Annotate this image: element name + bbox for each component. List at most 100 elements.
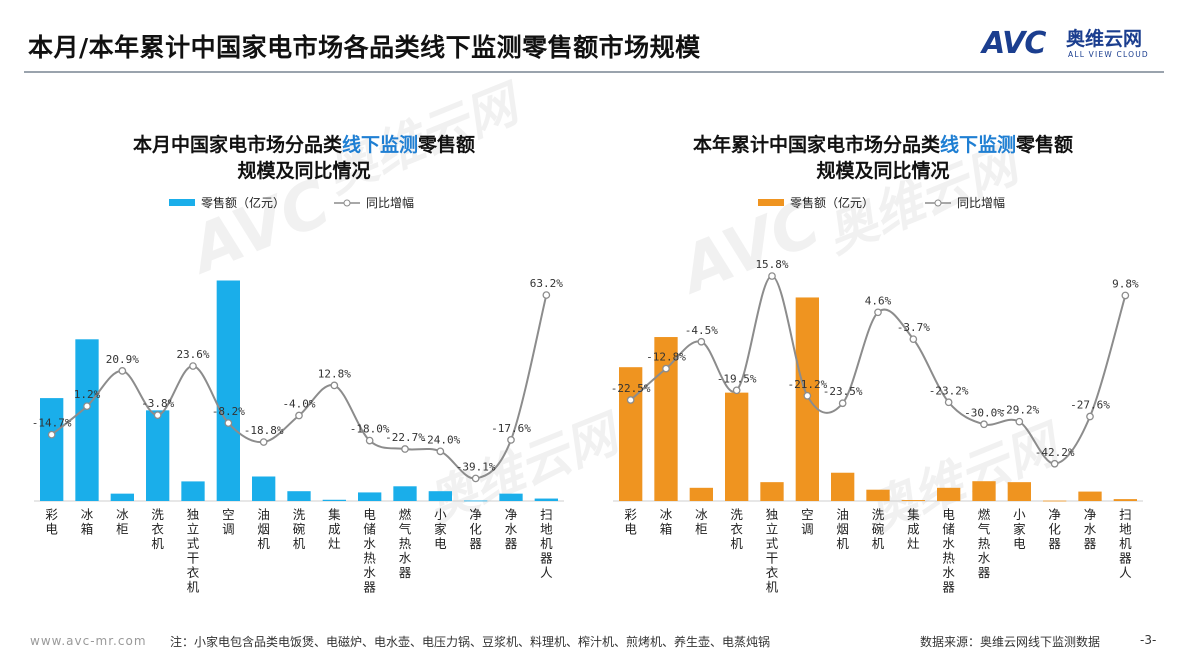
category-label-14: 扫地机器人 bbox=[1119, 507, 1132, 580]
category-label-11: 小家电 bbox=[1013, 507, 1026, 551]
category-label-2: 冰柜 bbox=[695, 507, 708, 537]
footer-website: www.avc-mr.com bbox=[30, 634, 147, 648]
bar-1 bbox=[75, 339, 99, 501]
legend-bar-swatch bbox=[169, 199, 195, 206]
bar-6 bbox=[831, 472, 855, 501]
monthly-title-part-3: 零售额 bbox=[418, 134, 476, 156]
bar-8 bbox=[322, 499, 346, 501]
bar-5 bbox=[216, 280, 240, 501]
monthly-title-line2: 规模及同比情况 bbox=[237, 160, 371, 182]
yoy-point-9 bbox=[365, 436, 374, 445]
category-label-10: 燃气热水器 bbox=[399, 507, 412, 580]
yoy-label-0: -14.7% bbox=[32, 417, 72, 430]
yoy-label-11: -24.0% bbox=[420, 433, 460, 446]
monthly-title-part-1: 本月中国家电市场分品类 bbox=[132, 134, 342, 156]
yoy-point-12 bbox=[471, 474, 480, 483]
legend-line-swatch bbox=[925, 198, 951, 208]
yoy-point-8 bbox=[330, 381, 339, 390]
ytd-chart-title: 本年累计中国家电市场分品类线下监测零售额 规模及同比情况 bbox=[603, 132, 1163, 184]
yoy-label-1: -12.8% bbox=[646, 351, 686, 364]
bar-10 bbox=[393, 486, 417, 501]
yoy-label-7: 4.6% bbox=[865, 294, 892, 307]
title-divider bbox=[24, 71, 1164, 73]
yoy-point-7 bbox=[295, 411, 303, 420]
legend-line-label: 同比增幅 bbox=[366, 196, 415, 210]
yoy-point-5 bbox=[224, 419, 233, 427]
category-label-2: 冰柜 bbox=[116, 507, 129, 537]
category-label-1: 冰箱 bbox=[81, 507, 94, 537]
logo-en-text: ALL VIEW CLOUD bbox=[1068, 50, 1149, 59]
yoy-point-2 bbox=[697, 337, 706, 346]
yoy-point-2 bbox=[118, 367, 127, 375]
yoy-point-7 bbox=[874, 308, 882, 317]
yoy-label-2: 20.9% bbox=[106, 353, 139, 366]
yoy-label-9: -18.0% bbox=[350, 423, 390, 436]
yoy-point-8 bbox=[909, 335, 918, 344]
yoy-label-13: -27.6% bbox=[1070, 399, 1110, 412]
yoy-label-0: -22.5% bbox=[611, 382, 651, 395]
bar-0 bbox=[619, 367, 643, 501]
legend-bar-swatch bbox=[758, 199, 784, 206]
yoy-label-4: 15.8% bbox=[755, 258, 788, 271]
yoy-label-11: -29.2% bbox=[999, 404, 1039, 417]
category-label-9: 电储水热水器 bbox=[363, 507, 376, 595]
category-label-13: 净水器 bbox=[505, 507, 518, 551]
yoy-point-0 bbox=[626, 396, 635, 404]
yoy-label-6: -23.5% bbox=[823, 385, 863, 398]
bar-9 bbox=[358, 492, 382, 501]
category-label-8: 集成灶 bbox=[328, 507, 341, 551]
yoy-label-7: -4.0% bbox=[282, 398, 315, 411]
yoy-point-10 bbox=[980, 420, 988, 429]
legend-line-swatch bbox=[334, 198, 360, 208]
category-label-7: 洗碗机 bbox=[872, 507, 885, 551]
yoy-line bbox=[51, 294, 548, 480]
ytd-title-part-1: 本年累计中国家电市场分品类 bbox=[692, 134, 940, 156]
category-label-6: 油烟机 bbox=[836, 507, 849, 551]
ytd-title-highlight: 线下监测 bbox=[939, 134, 1016, 156]
bar-0 bbox=[40, 398, 64, 501]
yoy-point-4 bbox=[189, 362, 197, 370]
yoy-label-12: -39.1% bbox=[456, 460, 496, 473]
yoy-point-14 bbox=[542, 291, 551, 299]
legend-line-label: 同比增幅 bbox=[957, 196, 1006, 210]
bar-14 bbox=[1113, 499, 1137, 501]
bar-8 bbox=[901, 500, 925, 501]
yoy-point-14 bbox=[1121, 291, 1130, 300]
bar-7 bbox=[866, 489, 890, 501]
yoy-point-6 bbox=[259, 438, 268, 446]
yoy-label-14: 9.8% bbox=[1112, 277, 1139, 290]
yoy-label-5: -8.2% bbox=[212, 405, 245, 418]
yoy-label-10: -22.7% bbox=[385, 431, 425, 444]
bar-13 bbox=[499, 493, 523, 501]
legend-bar-item: 零售额（亿元） bbox=[758, 194, 874, 211]
yoy-point-13 bbox=[507, 436, 515, 444]
category-label-0: 彩电 bbox=[624, 507, 637, 537]
bar-11 bbox=[1007, 482, 1031, 501]
bar-6 bbox=[252, 476, 276, 501]
bar-3 bbox=[146, 410, 170, 501]
yoy-point-5 bbox=[803, 391, 812, 400]
bar-2 bbox=[689, 487, 713, 501]
yoy-point-11 bbox=[1015, 417, 1024, 426]
yoy-point-3 bbox=[153, 411, 162, 420]
bar-4 bbox=[181, 481, 205, 501]
bar-3 bbox=[725, 392, 749, 501]
footer-source: 数据来源：奥维云网线下监测数据 bbox=[920, 635, 1101, 649]
monthly-plot-area: -14.7% 1.2% 20.9% -3.8% 23.6% -8.2% -18.8% -4.0… bbox=[32, 277, 564, 595]
legend-bar-label: 零售额（亿元） bbox=[201, 196, 286, 210]
bar-11 bbox=[428, 491, 452, 501]
yoy-point-3 bbox=[732, 386, 741, 395]
yoy-label-3: -19.5% bbox=[717, 372, 757, 385]
category-label-5: 空调 bbox=[222, 507, 235, 537]
bar-12 bbox=[464, 500, 488, 502]
category-label-10: 燃气热水器 bbox=[978, 507, 991, 580]
category-label-0: 彩电 bbox=[45, 507, 58, 537]
category-label-8: 集成灶 bbox=[907, 507, 920, 551]
yoy-label-10: -30.0% bbox=[964, 406, 1004, 419]
bar-13 bbox=[1078, 491, 1102, 501]
yoy-point-11 bbox=[436, 447, 445, 456]
bar-7 bbox=[287, 491, 311, 501]
footer-note: 注：小家电包含品类电饭煲、电磁炉、电水壶、电压力锅、豆浆机、料理机、榨汁机、煎烤… bbox=[170, 635, 771, 649]
category-label-9: 电储水热水器 bbox=[942, 507, 955, 595]
monthly-chart-title: 本月中国家电市场分品类线下监测零售额 规模及同比情况 bbox=[24, 132, 584, 184]
